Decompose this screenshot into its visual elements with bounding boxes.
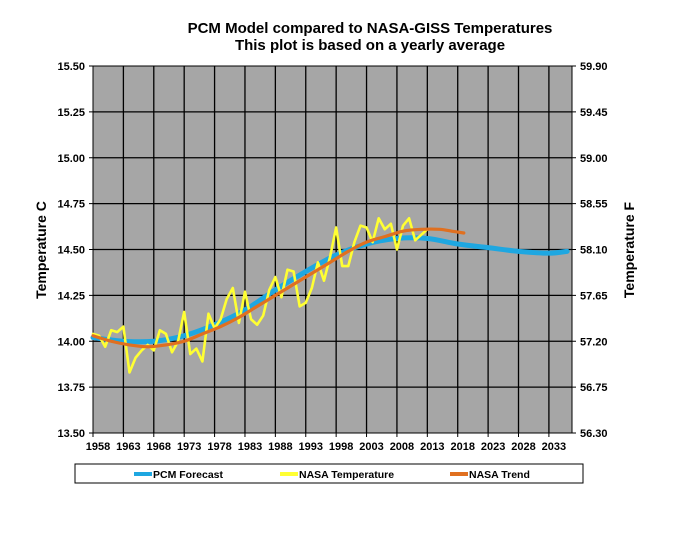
legend-label-pcm-forecast: PCM Forecast [153,469,224,481]
y-tick-label: 14.00 [57,336,85,348]
chart-title: PCM Model compared to NASA-GISS Temperat… [188,20,553,37]
x-tick-label: 1993 [299,441,323,453]
y2-tick-label: 59.00 [580,153,608,165]
y-tick-label: 14.50 [57,245,85,257]
chart-subtitle: This plot is based on a yearly average [235,37,505,54]
y2-axis-title: Temperature F [621,201,637,298]
legend-label-nasa-temperature: NASA Temperature [299,469,394,481]
nasa-trend-line [91,227,466,349]
y-tick-label: 15.50 [57,61,85,73]
x-tick-label: 2008 [390,441,414,453]
y2-tick-label: 59.90 [580,61,608,73]
y-axis-title: Temperature C [33,201,49,299]
x-tick-label: 1983 [238,441,262,453]
y2-tick-label: 59.45 [580,107,608,119]
x-tick-label: 2018 [450,441,474,453]
x-tick-label: 1963 [116,441,140,453]
x-tick-label: 2023 [481,441,505,453]
y-tick-label: 14.75 [57,199,85,211]
x-tick-label: 1978 [207,441,231,453]
y2-tick-label: 56.75 [580,382,608,394]
y2-tick-label: 57.65 [580,290,608,302]
x-tick-label: 1998 [329,441,353,453]
series-lines [90,217,570,374]
x-tick-label: 2028 [511,441,535,453]
x-tick-label: 2033 [542,441,566,453]
y2-tick-label: 58.10 [580,245,608,257]
legend: PCM Forecast NASA Temperature NASA Trend [74,463,584,484]
x-tick-label: 1973 [177,441,201,453]
x-tick-label: 2013 [420,441,444,453]
legend-label-nasa-trend: NASA Trend [469,469,530,481]
y2-tick-label: 57.20 [580,336,608,348]
legend-box [74,463,584,484]
y2-tick-label: 56.30 [580,428,608,440]
x-tick-label: 2003 [359,441,383,453]
y-tick-label: 15.00 [57,153,85,165]
y-tick-label: 14.25 [57,290,85,302]
y-tick-label: 15.25 [57,107,85,119]
pcm-forecast-line [90,235,570,345]
y-tick-label: 13.75 [57,382,85,394]
x-tick-label: 1968 [147,441,171,453]
gridlines [93,66,572,433]
y-tick-label: 13.50 [57,428,85,440]
x-tick-label: 1988 [268,441,292,453]
y2-tick-label: 58.55 [580,199,608,211]
axis-ticks: 13.50 56.30 13.75 56.75 14.00 57.20 14.25 57.65… [57,61,607,453]
x-tick-label: 1958 [86,441,110,453]
